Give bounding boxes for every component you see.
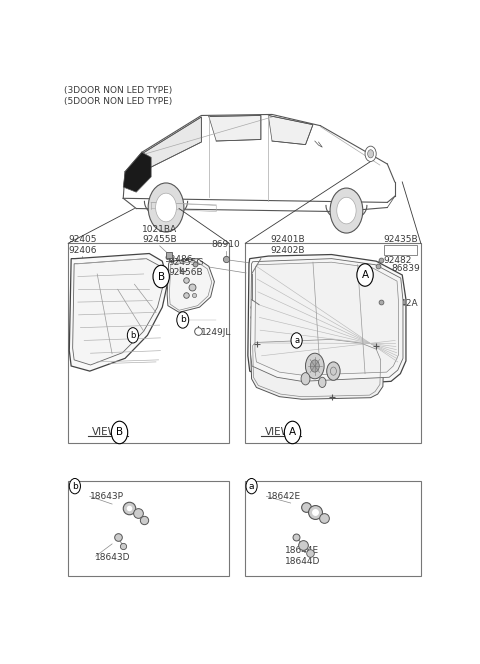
Text: (3DOOR NON LED TYPE): (3DOOR NON LED TYPE): [64, 86, 173, 95]
Text: 86839: 86839: [391, 264, 420, 273]
Circle shape: [111, 421, 128, 444]
Bar: [245, 243, 421, 443]
Text: b: b: [180, 315, 186, 325]
Bar: [245, 481, 421, 576]
Circle shape: [301, 373, 310, 385]
Circle shape: [153, 266, 169, 288]
Text: 87342A: 87342A: [383, 299, 418, 307]
Text: A: A: [289, 428, 296, 438]
Bar: [68, 481, 229, 576]
Text: 92405
92406: 92405 92406: [68, 235, 96, 254]
Circle shape: [357, 264, 373, 286]
Polygon shape: [123, 152, 151, 192]
Polygon shape: [209, 116, 261, 141]
Circle shape: [337, 197, 356, 224]
Bar: [68, 243, 229, 443]
Text: 18644E
18644D: 18644E 18644D: [285, 546, 321, 566]
Text: B: B: [157, 272, 165, 282]
Text: 92486: 92486: [165, 255, 193, 264]
Text: A: A: [361, 270, 369, 280]
Text: b: b: [72, 481, 78, 491]
Polygon shape: [69, 254, 168, 371]
Circle shape: [246, 479, 257, 494]
Circle shape: [365, 146, 376, 161]
Polygon shape: [248, 254, 406, 386]
Polygon shape: [167, 258, 215, 312]
Text: b: b: [130, 331, 135, 340]
Circle shape: [291, 333, 302, 348]
Text: VIEW: VIEW: [92, 428, 119, 438]
Circle shape: [177, 312, 189, 328]
Circle shape: [311, 360, 319, 372]
Circle shape: [127, 327, 139, 343]
Text: 92435B: 92435B: [384, 235, 418, 244]
Circle shape: [156, 193, 177, 222]
Circle shape: [306, 353, 324, 378]
Text: 92455G
92456B: 92455G 92456B: [168, 258, 204, 277]
Circle shape: [319, 377, 326, 388]
Polygon shape: [72, 258, 163, 365]
Circle shape: [330, 367, 336, 375]
Text: 18643P: 18643P: [90, 492, 124, 501]
Text: 86910: 86910: [211, 240, 240, 250]
Text: 92414B
92413B: 92414B 92413B: [114, 274, 149, 294]
Polygon shape: [251, 258, 403, 381]
Circle shape: [327, 362, 340, 380]
Polygon shape: [142, 117, 202, 172]
Polygon shape: [268, 116, 313, 145]
Circle shape: [69, 479, 81, 494]
Text: a: a: [294, 336, 299, 345]
Text: 18642E: 18642E: [266, 492, 300, 501]
Circle shape: [284, 421, 300, 444]
Text: VIEW: VIEW: [264, 428, 291, 438]
Text: 92482: 92482: [384, 256, 412, 265]
Polygon shape: [251, 337, 384, 399]
Text: a: a: [249, 481, 254, 491]
Text: 92401B
92402B: 92401B 92402B: [270, 235, 305, 254]
Polygon shape: [255, 262, 398, 375]
Text: B: B: [116, 428, 123, 438]
Bar: [384, 245, 417, 254]
Text: (5DOOR NON LED TYPE): (5DOOR NON LED TYPE): [64, 97, 173, 106]
Circle shape: [368, 149, 373, 158]
Text: 18643D: 18643D: [96, 553, 131, 562]
Text: 1021BA
92455B: 1021BA 92455B: [142, 225, 177, 244]
Circle shape: [330, 188, 363, 233]
Text: 92420F
92410F: 92420F 92410F: [250, 305, 283, 324]
Text: 1249JL: 1249JL: [201, 328, 231, 337]
Circle shape: [148, 183, 184, 232]
